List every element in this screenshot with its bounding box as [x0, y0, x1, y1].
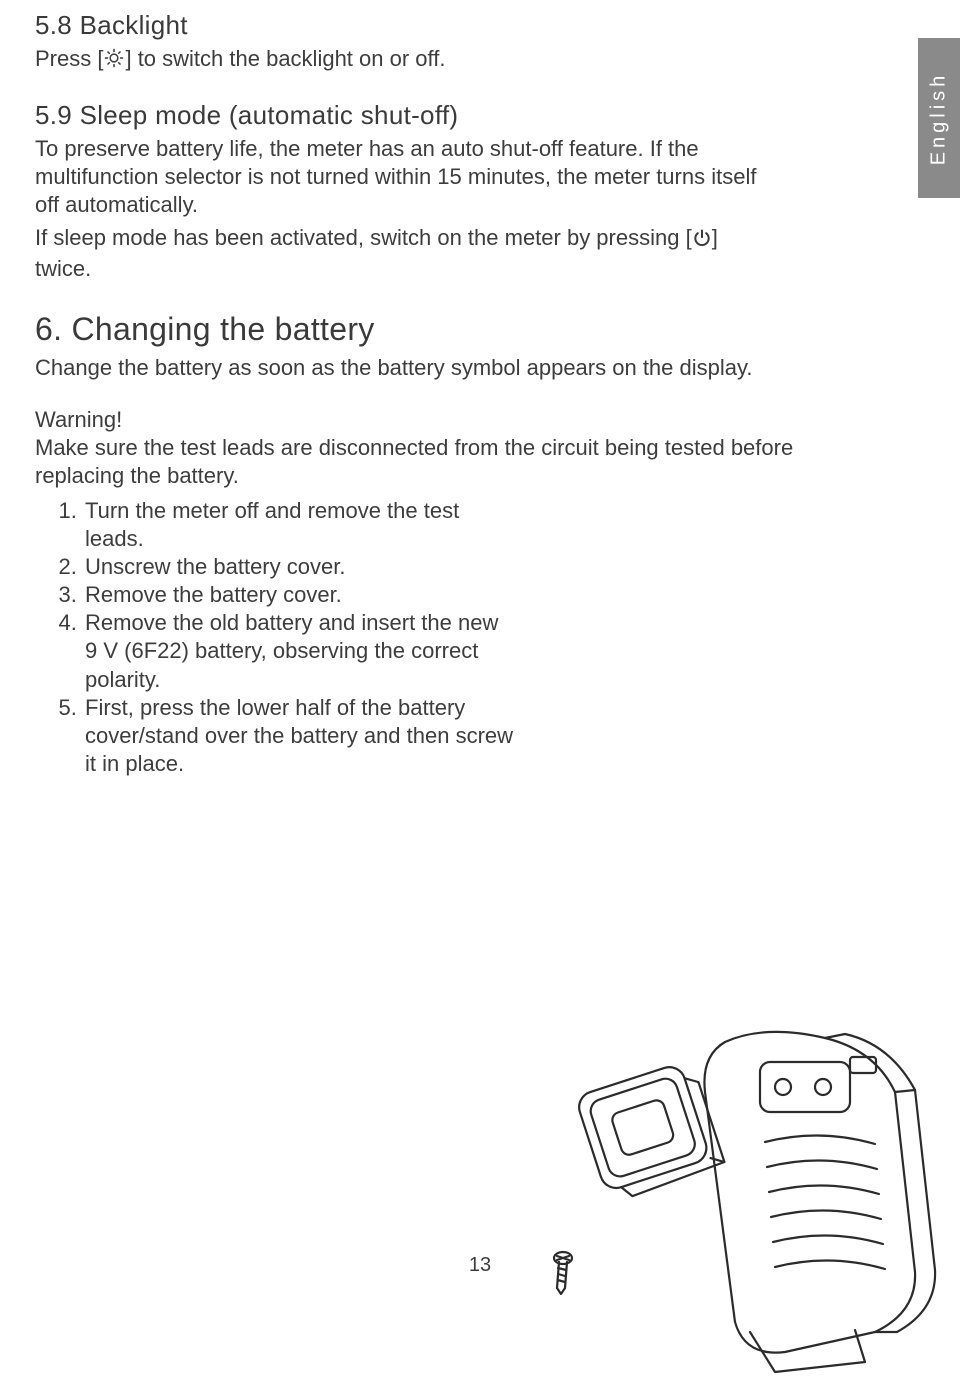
- language-tab: English: [918, 38, 960, 198]
- step-2: Unscrew the battery cover.: [83, 553, 513, 581]
- text-frag: ] to switch the backlight on or off.: [125, 46, 445, 71]
- power-icon: [692, 227, 712, 255]
- warning-label: Warning!: [35, 406, 880, 434]
- language-label: English: [928, 71, 951, 165]
- page-number: 13: [0, 1254, 960, 1277]
- heading-5-8: 5.8 Backlight: [35, 10, 880, 41]
- manual-page: English 5.8 Backlight Press [ ] to switch…: [0, 0, 960, 778]
- text-frag: Press [: [35, 46, 103, 71]
- body-5-8: Press [ ] to switch the backlight on or o…: [35, 45, 775, 76]
- step-5: First, press the lower half of the batte…: [83, 694, 513, 778]
- steps-list: Turn the meter off and remove the test l…: [35, 497, 513, 779]
- step-3: Remove the battery cover.: [83, 581, 513, 609]
- heading-5-9: 5.9 Sleep mode (automatic shut-off): [35, 100, 880, 131]
- step-4: Remove the old battery and insert the ne…: [83, 609, 513, 693]
- sun-icon: [103, 47, 125, 76]
- body-6-intro: Change the battery as soon as the batter…: [35, 354, 880, 382]
- warning-body: Make sure the test leads are disconnecte…: [35, 434, 880, 490]
- body-5-9-p1: To preserve battery life, the meter has …: [35, 135, 775, 219]
- step-1: Turn the meter off and remove the test l…: [83, 497, 513, 553]
- heading-6: 6. Changing the battery: [35, 311, 880, 348]
- battery-illustration: [505, 1002, 960, 1382]
- text-frag: If sleep mode has been activated, switch…: [35, 225, 692, 250]
- body-5-9-p2: If sleep mode has been activated, switch…: [35, 224, 775, 283]
